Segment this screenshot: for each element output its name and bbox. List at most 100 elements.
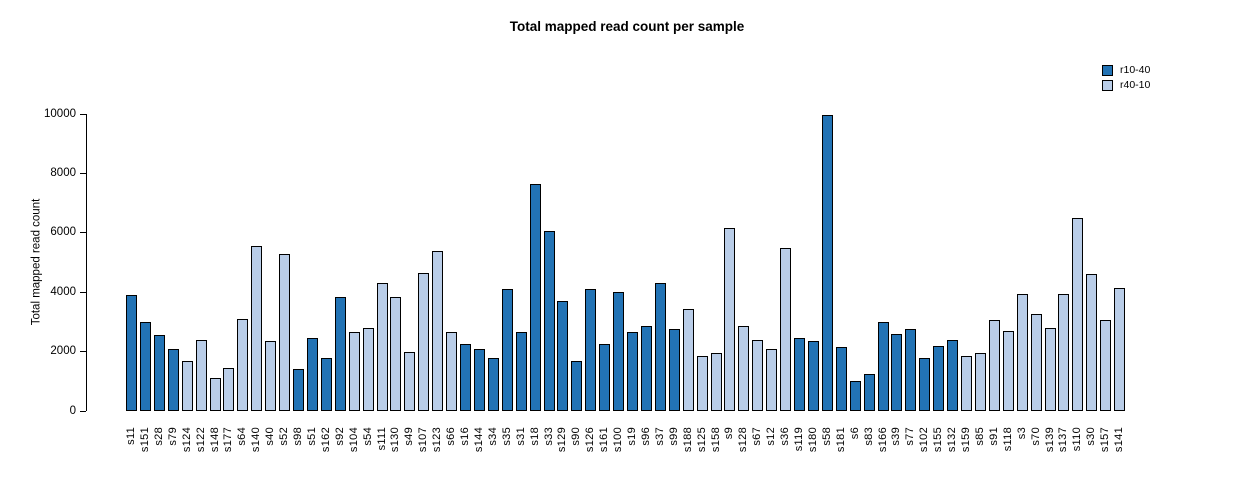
y-tick-label: 0 [69, 404, 76, 417]
bar-s90 [571, 361, 582, 411]
x-tick-label-s148: s148 [209, 427, 221, 453]
x-tick-label-s157: s157 [1099, 427, 1111, 453]
bar-s126 [585, 289, 596, 411]
x-tick-label-s58: s58 [821, 427, 833, 446]
bar-s110 [1072, 218, 1083, 411]
y-axis-title: Total mapped read count [30, 198, 42, 326]
bar-s159 [961, 356, 972, 411]
bar-s98 [293, 369, 304, 411]
legend: r10-40 r40-10 [1102, 63, 1150, 93]
x-tick-label-s35: s35 [501, 427, 513, 446]
bar-s123 [432, 251, 443, 411]
bar-s180 [808, 341, 819, 411]
x-tick-label-s122: s122 [195, 427, 207, 453]
bar-s132 [947, 340, 958, 411]
bar-s54 [363, 328, 374, 411]
x-tick-label-s100: s100 [612, 427, 624, 453]
x-tick-label-s83: s83 [863, 427, 875, 446]
bar-s99 [669, 329, 680, 411]
bar-s155 [933, 346, 944, 411]
x-tick-label-s107: s107 [417, 427, 429, 453]
y-tick-label: 6000 [50, 226, 76, 239]
y-tick-mark [80, 172, 86, 174]
bar-s33 [544, 231, 555, 411]
bar-s181 [836, 347, 847, 411]
x-tick-label-s39: s39 [890, 427, 902, 446]
x-tick-label-s104: s104 [348, 427, 360, 453]
x-tick-label-s77: s77 [904, 427, 916, 446]
bar-s166 [878, 322, 889, 411]
y-tick-mark [80, 232, 86, 234]
legend-swatch-r10-40 [1102, 65, 1113, 76]
x-tick-label-s79: s79 [167, 427, 179, 446]
legend-item-r40-10: r40-10 [1102, 78, 1150, 93]
bar-s70 [1031, 314, 1042, 411]
x-tick-label-s90: s90 [570, 427, 582, 446]
bar-s130 [390, 297, 401, 411]
x-tick-label-s3: s3 [1016, 427, 1028, 440]
x-tick-label-s64: s64 [236, 427, 248, 446]
bar-s125 [697, 356, 708, 411]
y-tick-label: 4000 [50, 285, 76, 298]
y-tick-label: 10000 [44, 107, 76, 120]
bar-s158 [711, 353, 722, 411]
x-tick-label-s16: s16 [459, 427, 471, 446]
bar-s92 [335, 297, 346, 411]
bar-s104 [349, 332, 360, 411]
bar-s83 [864, 374, 875, 411]
x-tick-label-s158: s158 [710, 427, 722, 453]
bar-s161 [599, 344, 610, 411]
bar-s119 [794, 338, 805, 411]
x-tick-label-s128: s128 [737, 427, 749, 453]
y-axis-line [86, 114, 87, 411]
y-tick-mark [80, 291, 86, 293]
x-tick-label-s34: s34 [487, 427, 499, 446]
bar-s148 [210, 378, 221, 411]
x-tick-label-s18: s18 [529, 427, 541, 446]
x-tick-label-s110: s110 [1071, 427, 1083, 452]
bar-s137 [1058, 294, 1069, 411]
x-tick-label-s139: s139 [1044, 427, 1056, 453]
y-tick-mark [80, 410, 86, 412]
x-tick-label-s188: s188 [682, 427, 694, 453]
bar-s107 [418, 273, 429, 411]
bar-s64 [237, 319, 248, 411]
x-tick-label-s144: s144 [473, 427, 485, 453]
x-tick-label-s36: s36 [779, 427, 791, 446]
bar-s141 [1114, 288, 1125, 411]
bar-s12 [766, 349, 777, 411]
x-tick-label-s91: s91 [988, 427, 1000, 446]
x-tick-label-s177: s177 [222, 427, 234, 453]
x-tick-label-s166: s166 [877, 427, 889, 453]
bar-s30 [1086, 274, 1097, 411]
x-tick-label-s151: s151 [139, 427, 151, 453]
bar-s128 [738, 326, 749, 411]
bar-s162 [321, 358, 332, 411]
x-tick-label-s132: s132 [946, 427, 958, 453]
x-tick-label-s111: s111 [376, 427, 388, 451]
legend-swatch-r40-10 [1102, 80, 1113, 91]
bar-s67 [752, 340, 763, 411]
x-tick-label-s19: s19 [626, 427, 638, 446]
x-tick-label-s67: s67 [751, 427, 763, 446]
bar-s111 [377, 283, 388, 411]
x-tick-label-s99: s99 [668, 427, 680, 446]
x-tick-label-s30: s30 [1085, 427, 1097, 446]
bar-s9 [724, 228, 735, 411]
bar-s3 [1017, 294, 1028, 411]
x-tick-label-s9: s9 [723, 427, 735, 440]
bar-s96 [641, 326, 652, 411]
bar-s144 [474, 349, 485, 411]
x-tick-label-s123: s123 [431, 427, 443, 453]
x-tick-label-s92: s92 [334, 427, 346, 446]
legend-label-r40-10: r40-10 [1120, 79, 1151, 91]
x-tick-label-s54: s54 [362, 427, 374, 446]
x-tick-label-s33: s33 [543, 427, 555, 446]
bar-s77 [905, 329, 916, 411]
x-tick-label-s126: s126 [584, 427, 596, 453]
bar-s11 [126, 295, 137, 411]
bar-s118 [1003, 331, 1014, 411]
x-tick-label-s70: s70 [1030, 427, 1042, 446]
bar-s85 [975, 353, 986, 411]
